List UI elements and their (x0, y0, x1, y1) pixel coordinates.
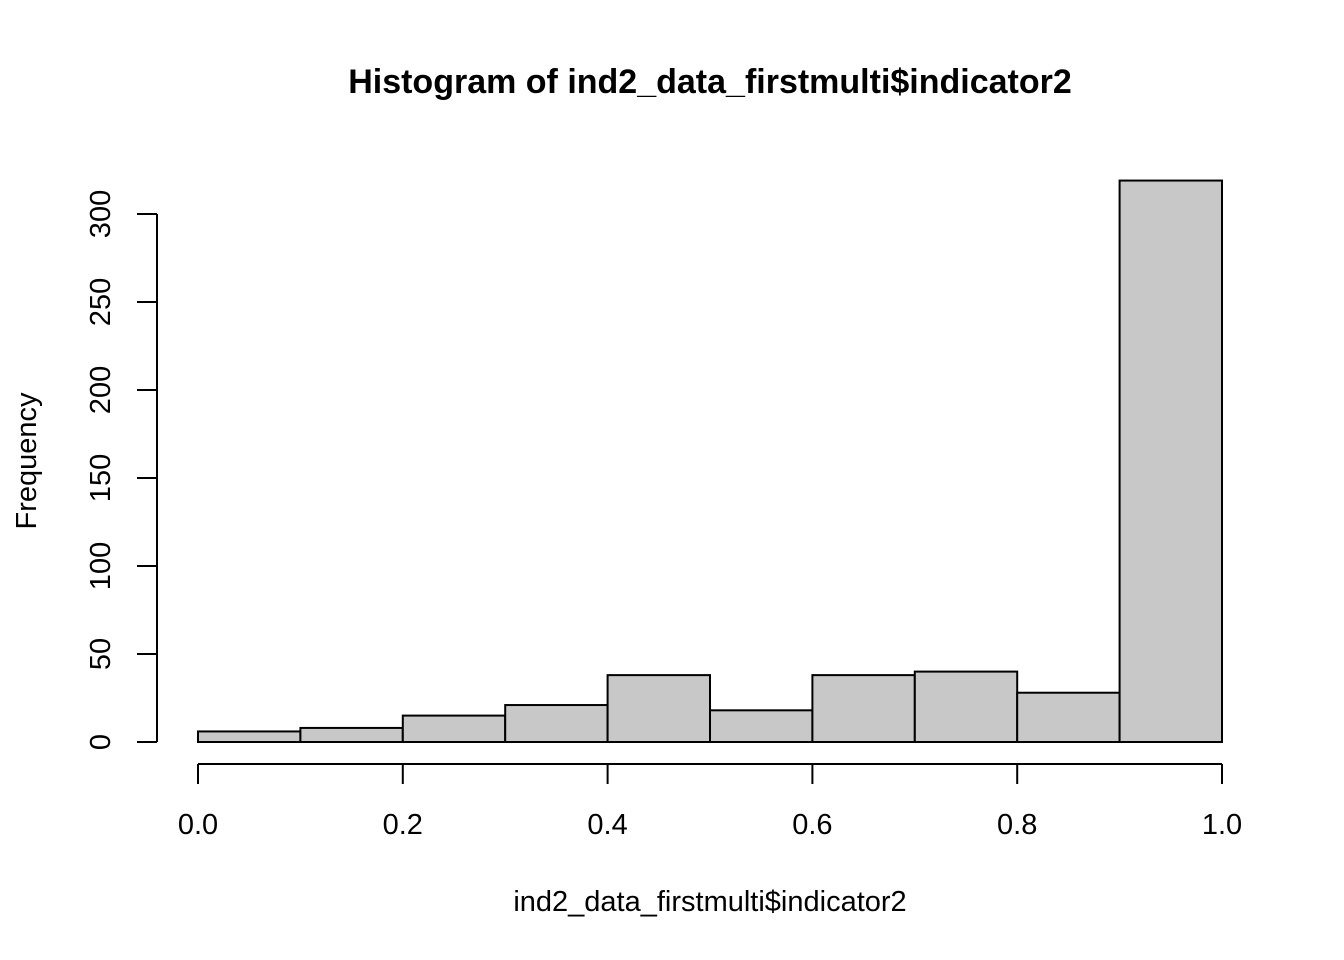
histogram-bar (913, 670, 1019, 743)
y-tick-label: 0 (85, 734, 117, 750)
histogram-bars (197, 179, 1223, 744)
x-tick-label: 0.2 (383, 809, 423, 841)
histogram-bar (606, 674, 711, 743)
y-tick-label: 200 (85, 366, 117, 414)
y-tick-label: 300 (85, 190, 117, 238)
y-axis-label: Frequency (11, 392, 43, 530)
x-tick-label: 0.4 (587, 809, 627, 841)
histogram-bar (709, 709, 814, 744)
y-axis: 0 50 100 150 200 250 300 (85, 190, 158, 750)
histogram-bar (299, 726, 404, 743)
y-tick-label: 150 (85, 454, 117, 502)
x-axis: 0.0 0.2 0.4 0.6 0.8 1.0 (178, 763, 1242, 841)
x-tick-label: 0.6 (792, 809, 832, 841)
x-tick-label: 0.0 (178, 809, 218, 841)
x-tick-label: 0.8 (997, 809, 1037, 841)
histogram-bar (504, 704, 609, 743)
x-axis-label: ind2_data_firstmulti$indicator2 (513, 886, 906, 918)
histogram-bar (401, 714, 507, 743)
x-tick-label: 1.0 (1202, 809, 1242, 841)
chart-title: Histogram of ind2_data_firstmulti$indica… (348, 63, 1072, 101)
y-tick-label: 50 (85, 638, 117, 670)
histogram-bar (197, 730, 302, 744)
histogram-bar (1118, 179, 1223, 743)
y-tick-label: 100 (85, 542, 117, 590)
histogram-bar (811, 674, 916, 743)
y-tick-label: 250 (85, 278, 117, 326)
histogram-bar (1016, 691, 1121, 743)
